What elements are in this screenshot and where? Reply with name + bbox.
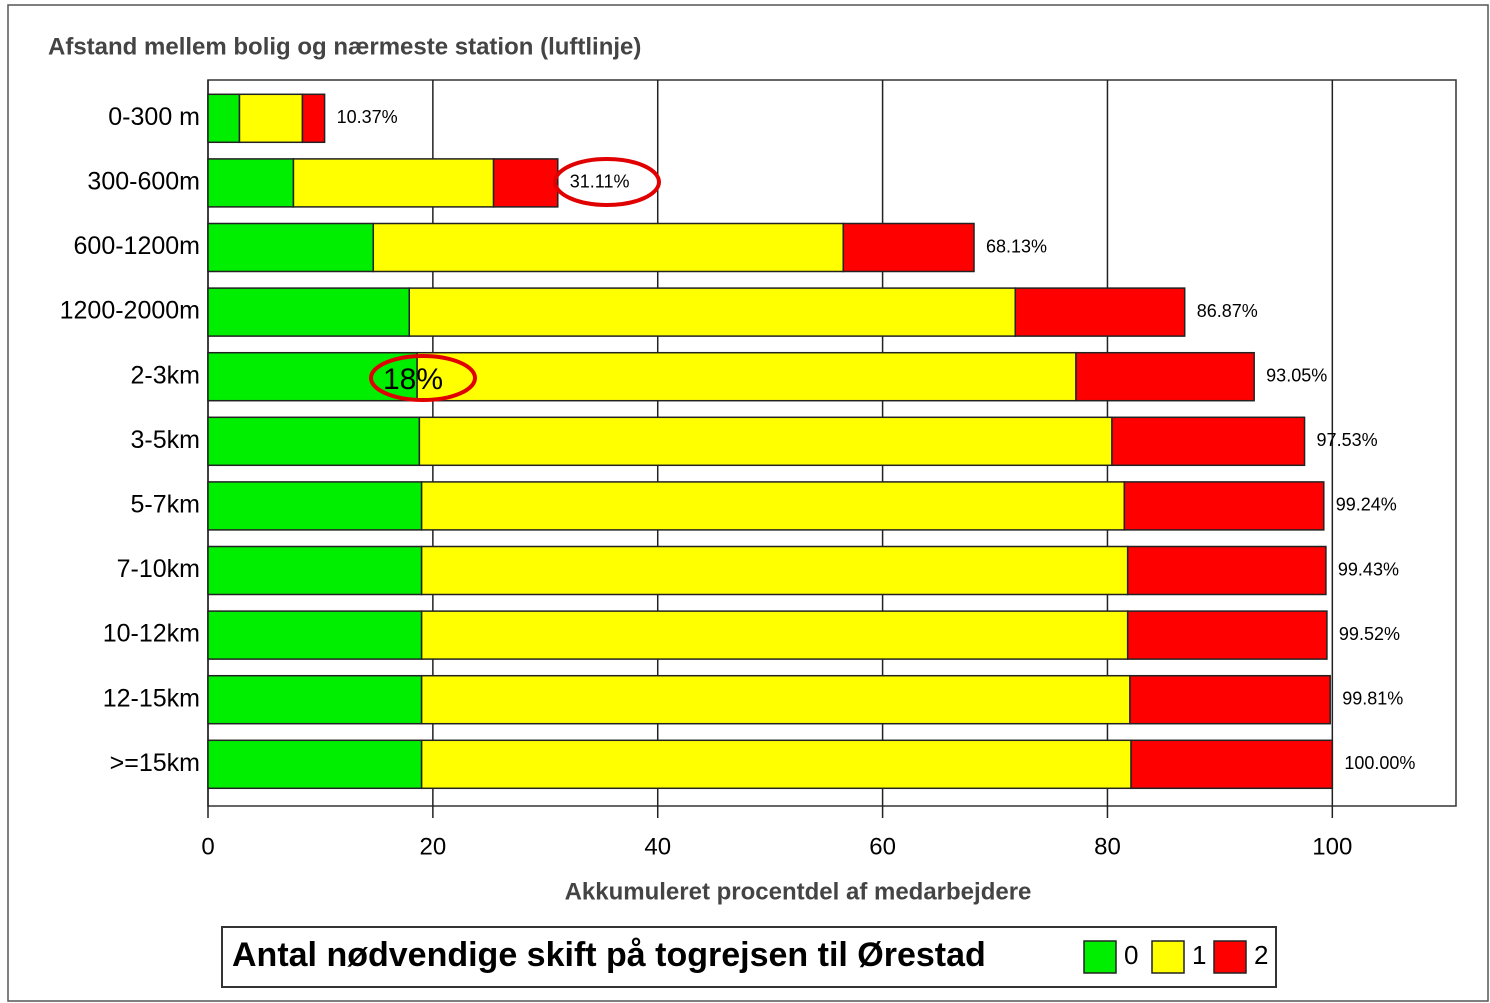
y-tick-label: 7-10km <box>117 555 200 583</box>
total-label: 93.05% <box>1266 365 1327 385</box>
annotation: 18% <box>383 363 443 396</box>
highlight-ellipse <box>369 354 477 402</box>
x-axis-label: Akkumuleret procentdel af medarbejdere <box>565 878 1032 905</box>
bar-segment <box>207 287 411 337</box>
bar-segment <box>372 222 844 273</box>
bar-segment <box>420 674 1131 725</box>
y-tick-label: 5-7km <box>131 491 200 519</box>
bar-segment <box>207 93 241 144</box>
x-tick-label: 60 <box>869 833 896 860</box>
chart-title: Afstand mellem bolig og nærmeste station… <box>48 33 641 60</box>
bar-segment <box>418 416 1113 467</box>
legend-swatch <box>1083 940 1117 974</box>
y-tick-label: 300-600m <box>87 168 200 196</box>
x-tick-label: 80 <box>1094 833 1121 860</box>
total-label: 99.43% <box>1338 559 1399 579</box>
x-tick-label: 0 <box>201 833 214 860</box>
bar-segment <box>1126 610 1328 660</box>
y-tick-label: 2-3km <box>131 361 200 389</box>
bar-segment <box>1111 416 1306 467</box>
y-tick-label: 3-5km <box>131 426 200 454</box>
bar-segment <box>207 222 375 273</box>
y-tick-label: >=15km <box>110 749 200 777</box>
total-label: 86.87% <box>1197 301 1258 321</box>
bar-segment <box>408 287 1017 337</box>
y-tick-label: 1200-2000m <box>60 297 200 325</box>
total-label: 31.11% <box>570 172 630 192</box>
legend-swatch <box>1151 940 1185 974</box>
total-label: 97.53% <box>1317 430 1378 450</box>
bar-segment <box>1123 481 1325 531</box>
total-label: 10.37% <box>337 107 398 127</box>
y-tick-label: 12-15km <box>103 684 200 712</box>
total-label: 68.13% <box>986 236 1047 256</box>
bar-segment <box>207 610 423 660</box>
bar-segment <box>420 610 1129 660</box>
bar-segment <box>207 674 423 725</box>
bar-segment <box>1129 674 1331 725</box>
bar-segment <box>207 351 418 402</box>
bar-segment <box>420 545 1129 596</box>
bar-segment <box>292 158 495 208</box>
bar-segment <box>842 222 975 273</box>
bar-segment <box>207 545 423 596</box>
bar-segment <box>420 481 1126 531</box>
bar-segment <box>492 158 559 208</box>
x-tick-label: 100 <box>1312 833 1352 860</box>
total-label: 99.52% <box>1339 624 1400 644</box>
total-label: 99.81% <box>1342 688 1403 708</box>
bar-segment <box>207 416 421 467</box>
bar-segment <box>420 739 1132 790</box>
highlight-ellipse <box>553 157 661 207</box>
legend-swatch <box>1213 940 1247 974</box>
bar-segment <box>1126 545 1327 596</box>
total-label: 99.24% <box>1336 495 1397 515</box>
bar-segment <box>207 158 295 208</box>
y-tick-label: 600-1200m <box>74 232 200 260</box>
bar-segment <box>207 739 423 790</box>
bar-segment <box>238 93 304 144</box>
bar-segment <box>207 481 423 531</box>
y-tick-label: 0-300 m <box>108 103 200 131</box>
x-tick-label: 40 <box>644 833 671 860</box>
bar-segment <box>301 93 326 144</box>
total-label: 100.00% <box>1344 753 1415 773</box>
legend-title: Antal nødvendige skift på togrejsen til … <box>232 936 986 974</box>
legend-label: 0 <box>1124 940 1138 970</box>
bar-segment <box>1075 351 1255 402</box>
legend-label: 1 <box>1192 940 1206 970</box>
y-tick-label: 10-12km <box>103 620 200 648</box>
bar-segment <box>1014 287 1186 337</box>
bar-segment <box>1130 739 1334 790</box>
legend-label: 2 <box>1254 940 1268 970</box>
x-tick-label: 20 <box>420 833 447 860</box>
bar-segment <box>416 351 1077 402</box>
